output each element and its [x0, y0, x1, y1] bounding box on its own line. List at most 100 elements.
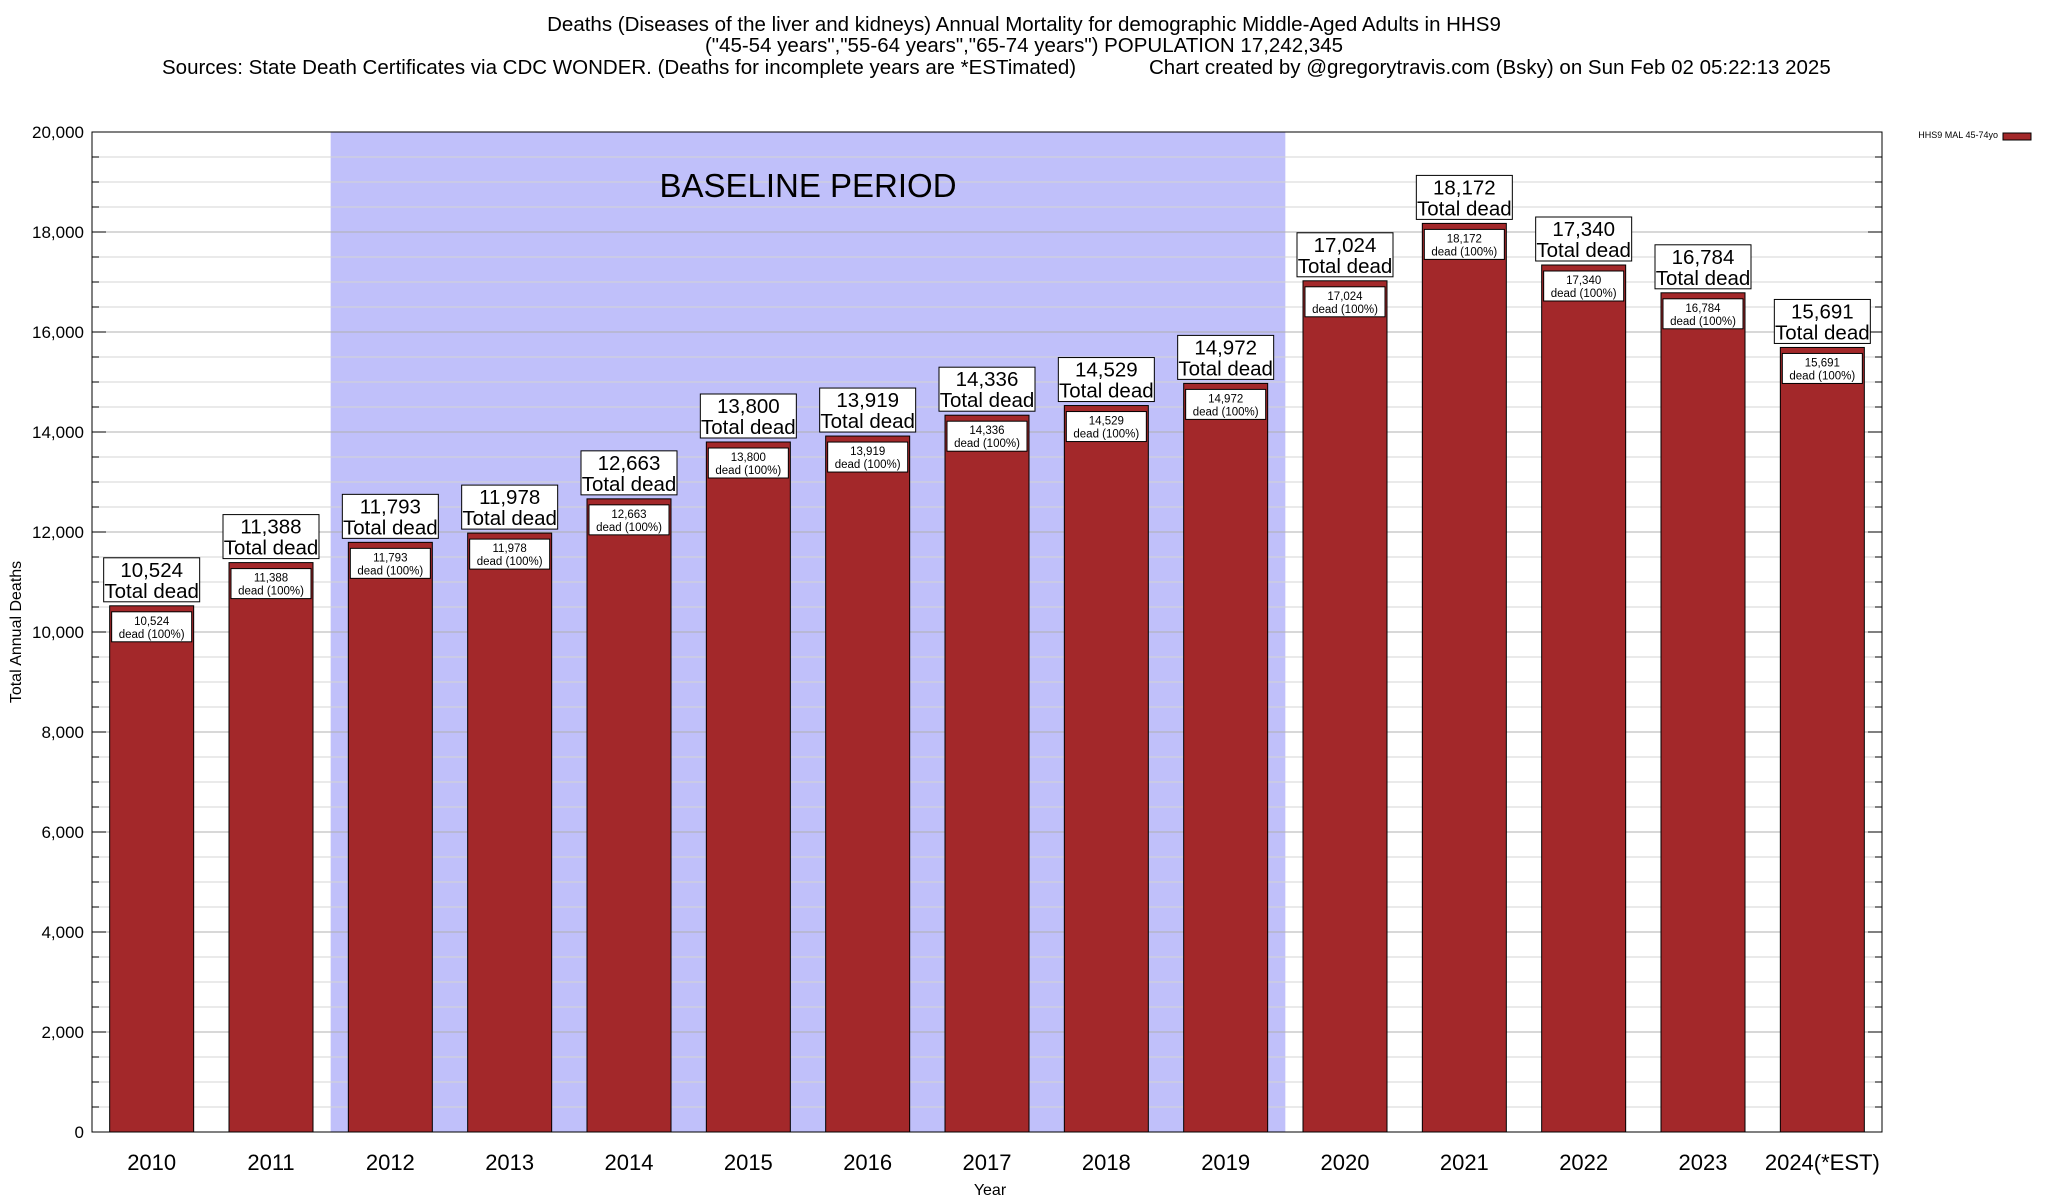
- y-tick-label: 6,000: [41, 823, 84, 842]
- y-axis-title: Total Annual Deaths: [8, 561, 25, 703]
- inner-percent-label: dead (100%): [477, 556, 543, 568]
- total-dead-label: Total dead: [224, 537, 319, 560]
- y-tick-label: 10,000: [32, 623, 84, 642]
- total-value-label: 12,663: [598, 452, 661, 475]
- total-label-box: [1177, 334, 1275, 380]
- bar: [586, 498, 672, 1133]
- x-tick-label: 2010: [127, 1150, 176, 1175]
- total-label-box: [1654, 244, 1752, 290]
- inner-value-label: 17,340: [1566, 275, 1601, 287]
- inner-value-label: 13,800: [731, 452, 766, 464]
- inner-value-label: 18,172: [1447, 233, 1482, 245]
- legend-label: HHS9 MAL 45-74yo: [1918, 130, 1998, 140]
- total-value-label: 14,529: [1075, 359, 1138, 382]
- inner-label-box: [1304, 286, 1386, 318]
- total-label-box: [699, 393, 797, 439]
- inner-label-box: [1662, 298, 1744, 330]
- y-tick-label: 0: [75, 1123, 84, 1142]
- y-tick-label: 12,000: [32, 523, 84, 542]
- total-dead-label: Total dead: [1775, 321, 1870, 344]
- inner-value-label: 15,691: [1805, 357, 1840, 369]
- total-value-label: 14,972: [1194, 336, 1257, 359]
- x-tick-label: 2012: [366, 1150, 415, 1175]
- total-dead-label: Total dead: [462, 507, 557, 530]
- inner-label-box: [1781, 352, 1863, 384]
- inner-label-box: [111, 611, 193, 643]
- y-tick-label: 14,000: [32, 423, 84, 442]
- total-dead-label: Total dead: [940, 389, 1035, 412]
- inner-percent-label: dead (100%): [1431, 246, 1497, 258]
- x-tick-label: 2014: [605, 1150, 654, 1175]
- bar: [1421, 222, 1507, 1133]
- total-value-label: 13,800: [717, 395, 780, 418]
- y-tick-label: 16,000: [32, 323, 84, 342]
- total-label-box: [1057, 357, 1155, 403]
- inner-value-label: 14,529: [1089, 416, 1124, 428]
- inner-percent-label: dead (100%): [835, 459, 901, 471]
- baseline-period-label: BASELINE PERIOD: [659, 167, 956, 204]
- bar: [1302, 280, 1388, 1133]
- title-line-2: ("45-54 years","55-64 years","65-74 year…: [704, 34, 1344, 57]
- inner-value-label: 10,524: [134, 616, 170, 628]
- bar: [1183, 382, 1269, 1133]
- x-tick-label: 2016: [843, 1150, 892, 1175]
- total-label-box: [1296, 232, 1394, 278]
- inner-value-label: 11,978: [493, 543, 527, 555]
- total-dead-label: Total dead: [820, 410, 915, 433]
- inner-value-label: 11,793: [373, 552, 407, 564]
- total-dead-label: Total dead: [701, 416, 796, 439]
- inner-percent-label: dead (100%): [1312, 304, 1378, 316]
- total-label-box: [1773, 298, 1871, 344]
- sources-note: Sources: State Death Certificates via CD…: [162, 56, 1077, 79]
- y-tick-label: 18,000: [32, 223, 84, 242]
- x-tick-label: 2017: [963, 1150, 1012, 1175]
- x-tick-label: 2019: [1201, 1150, 1250, 1175]
- inner-percent-label: dead (100%): [357, 565, 423, 577]
- inner-percent-label: dead (100%): [119, 629, 185, 641]
- y-tick-label: 20,000: [32, 123, 84, 142]
- x-tick-label: 2020: [1321, 1150, 1370, 1175]
- chart-title: Deaths (Diseases of the liver and kidney…: [0, 14, 2048, 56]
- total-dead-label: Total dead: [1298, 255, 1393, 278]
- bar: [1660, 292, 1746, 1133]
- total-value-label: 14,336: [956, 368, 1019, 391]
- inner-label-box: [230, 568, 312, 600]
- bar: [228, 562, 314, 1133]
- inner-label-box: [707, 447, 789, 479]
- total-label-box: [1535, 216, 1633, 262]
- inner-percent-label: dead (100%): [954, 438, 1020, 450]
- bar: [1541, 264, 1627, 1133]
- total-dead-label: Total dead: [582, 473, 677, 496]
- chart-credit: Chart created by @gregorytravis.com (Bsk…: [1149, 56, 1831, 79]
- bar: [1063, 405, 1149, 1133]
- total-value-label: 17,340: [1552, 218, 1615, 241]
- bar: [944, 414, 1030, 1133]
- total-value-label: 10,524: [120, 559, 183, 582]
- inner-percent-label: dead (100%): [1193, 406, 1259, 418]
- inner-value-label: 14,336: [969, 425, 1004, 437]
- bar: [347, 541, 433, 1133]
- total-value-label: 11,388: [240, 516, 301, 539]
- total-value-label: 16,784: [1672, 246, 1735, 269]
- inner-label-box: [1185, 388, 1267, 420]
- plot-frame: [91, 131, 1883, 1133]
- x-tick-label: 2018: [1082, 1150, 1131, 1175]
- inner-value-label: 14,972: [1208, 393, 1243, 405]
- total-label-box: [341, 493, 439, 539]
- x-tick-label: 2022: [1559, 1150, 1608, 1175]
- total-label-box: [103, 557, 201, 603]
- inner-percent-label: dead (100%): [1551, 288, 1617, 300]
- total-value-label: 15,691: [1791, 300, 1854, 323]
- bar: [1779, 346, 1865, 1133]
- y-tick-label: 4,000: [41, 923, 84, 942]
- inner-label-box: [1423, 228, 1505, 260]
- total-value-label: 11,978: [479, 486, 540, 509]
- x-axis-title: Year: [974, 1182, 1007, 1199]
- inner-value-label: 13,919: [850, 446, 885, 458]
- inner-label-box: [827, 441, 909, 473]
- total-dead-label: Total dead: [1417, 197, 1512, 220]
- total-dead-label: Total dead: [1059, 380, 1154, 403]
- total-label-box: [938, 366, 1036, 412]
- total-value-label: 13,919: [836, 389, 899, 412]
